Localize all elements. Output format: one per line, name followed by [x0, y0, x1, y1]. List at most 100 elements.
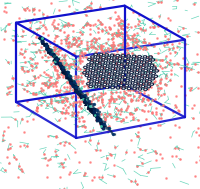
Polygon shape: [145, 78, 148, 80]
Polygon shape: [147, 62, 151, 63]
Polygon shape: [120, 79, 122, 81]
Polygon shape: [153, 75, 157, 77]
Polygon shape: [118, 57, 121, 59]
Polygon shape: [88, 72, 91, 74]
Polygon shape: [96, 76, 98, 77]
Polygon shape: [146, 59, 148, 60]
Polygon shape: [85, 75, 88, 77]
Polygon shape: [135, 77, 137, 79]
Polygon shape: [150, 84, 152, 85]
Polygon shape: [88, 59, 90, 60]
Polygon shape: [129, 71, 133, 73]
Polygon shape: [87, 77, 90, 79]
Polygon shape: [119, 66, 123, 67]
Polygon shape: [115, 54, 119, 56]
Polygon shape: [145, 83, 147, 84]
Polygon shape: [143, 88, 147, 90]
Polygon shape: [142, 62, 145, 63]
Polygon shape: [144, 70, 146, 71]
Polygon shape: [82, 72, 86, 74]
Polygon shape: [131, 80, 133, 81]
Polygon shape: [144, 83, 147, 85]
Polygon shape: [144, 64, 148, 66]
Polygon shape: [139, 70, 141, 71]
Polygon shape: [99, 86, 103, 88]
Polygon shape: [140, 59, 142, 60]
Polygon shape: [109, 84, 111, 85]
Polygon shape: [106, 62, 109, 64]
Polygon shape: [108, 65, 112, 67]
Polygon shape: [136, 86, 138, 87]
Polygon shape: [146, 72, 149, 74]
Polygon shape: [127, 69, 130, 70]
Polygon shape: [103, 65, 105, 66]
Polygon shape: [151, 73, 154, 74]
Polygon shape: [110, 79, 112, 80]
Polygon shape: [132, 56, 134, 57]
Polygon shape: [107, 63, 109, 64]
Polygon shape: [126, 55, 130, 57]
Polygon shape: [132, 55, 135, 57]
Polygon shape: [123, 63, 125, 64]
Polygon shape: [96, 70, 100, 72]
Polygon shape: [99, 73, 102, 74]
Polygon shape: [98, 78, 101, 80]
Polygon shape: [139, 58, 143, 60]
Polygon shape: [89, 80, 93, 82]
Polygon shape: [89, 67, 91, 68]
Polygon shape: [118, 77, 120, 78]
Polygon shape: [114, 65, 117, 67]
Polygon shape: [95, 62, 98, 64]
Polygon shape: [91, 75, 93, 76]
Polygon shape: [99, 78, 101, 79]
Polygon shape: [131, 85, 133, 86]
Polygon shape: [109, 78, 112, 80]
Polygon shape: [103, 84, 105, 85]
Polygon shape: [98, 59, 102, 61]
Polygon shape: [91, 56, 93, 57]
Polygon shape: [121, 87, 125, 89]
Polygon shape: [154, 76, 156, 77]
Polygon shape: [139, 83, 141, 84]
Polygon shape: [109, 65, 111, 67]
Polygon shape: [86, 64, 90, 66]
Polygon shape: [99, 54, 102, 56]
Polygon shape: [139, 77, 143, 79]
Polygon shape: [111, 87, 113, 88]
Polygon shape: [143, 75, 145, 76]
Polygon shape: [143, 69, 147, 71]
Polygon shape: [104, 54, 108, 56]
Polygon shape: [111, 62, 115, 64]
Polygon shape: [93, 65, 95, 66]
Polygon shape: [155, 70, 157, 71]
Polygon shape: [137, 56, 141, 57]
Polygon shape: [105, 73, 107, 74]
Polygon shape: [99, 73, 101, 74]
Polygon shape: [122, 82, 126, 84]
Polygon shape: [93, 78, 95, 79]
Polygon shape: [145, 64, 147, 66]
Polygon shape: [124, 85, 128, 87]
Polygon shape: [92, 83, 94, 84]
Polygon shape: [104, 60, 106, 61]
Polygon shape: [107, 57, 109, 58]
Polygon shape: [138, 83, 142, 84]
Polygon shape: [101, 81, 103, 82]
Polygon shape: [154, 70, 158, 72]
Polygon shape: [153, 67, 155, 69]
Polygon shape: [94, 54, 96, 55]
Polygon shape: [101, 62, 103, 63]
Polygon shape: [100, 54, 102, 55]
Polygon shape: [95, 81, 98, 82]
Polygon shape: [134, 58, 137, 60]
Polygon shape: [114, 60, 118, 62]
Polygon shape: [150, 59, 154, 61]
Polygon shape: [97, 64, 101, 66]
Polygon shape: [116, 68, 119, 70]
Polygon shape: [100, 81, 104, 83]
Polygon shape: [110, 73, 113, 75]
Polygon shape: [127, 88, 130, 89]
Polygon shape: [107, 57, 110, 59]
Polygon shape: [88, 78, 90, 79]
Polygon shape: [132, 88, 136, 90]
